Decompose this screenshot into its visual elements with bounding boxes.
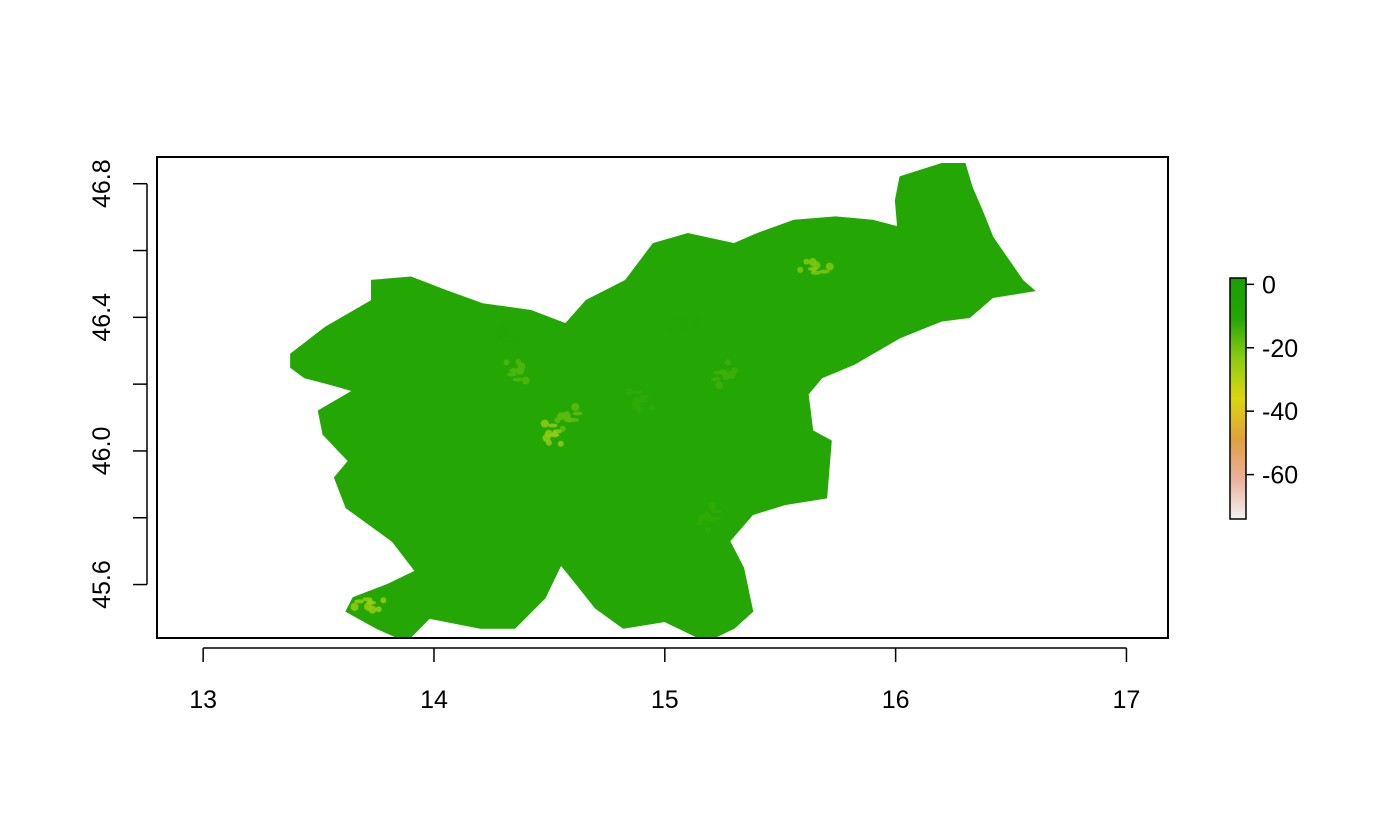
hotspot-cell	[718, 369, 729, 374]
hotspot-cell	[503, 359, 510, 366]
x-tick-label: 17	[1113, 686, 1141, 714]
hotspot-cell	[509, 368, 520, 373]
hotspot-cell	[648, 404, 655, 411]
hotspot-cell	[680, 317, 689, 326]
hotspot-cell	[364, 602, 372, 611]
hotspot-cell	[512, 377, 523, 382]
hotspot-cell	[350, 602, 359, 611]
hotspot-cell	[494, 336, 505, 341]
hotspot-cell	[375, 606, 382, 613]
hotspot-cell	[563, 417, 574, 422]
hotspot-cell	[693, 316, 702, 325]
hotspot-cell	[501, 340, 512, 345]
hotspot-cell	[495, 332, 506, 337]
hotspot-cell	[487, 325, 493, 332]
hotspot-cell	[715, 381, 724, 390]
hotspot-cell	[354, 599, 365, 604]
hotspot-cell	[807, 266, 818, 271]
hotspot-cell	[819, 269, 830, 274]
hotspot-cell	[639, 394, 649, 399]
hotspot-cell	[380, 597, 387, 604]
hotspot-cell	[506, 372, 517, 377]
colorbar-tick-label: -60	[1262, 462, 1298, 490]
hotspot-cell	[632, 397, 641, 406]
hotspot-cell	[366, 600, 377, 605]
colorbar-tick-label: -20	[1262, 335, 1298, 363]
y-tick-label: 46.0	[88, 427, 116, 476]
hotspot-cell	[559, 425, 566, 432]
hotspot-cell	[549, 433, 560, 438]
y-tick-label: 46.8	[88, 159, 116, 208]
hotspot-cell	[681, 327, 692, 332]
hotspot-cell	[705, 517, 716, 522]
hotspot-cell	[702, 511, 711, 520]
hotspot-cell	[572, 411, 583, 416]
hotspot-cell	[676, 324, 687, 329]
hotspot-cell	[540, 419, 549, 428]
hotspot-cell	[557, 440, 564, 447]
hotspot-cell	[554, 417, 561, 424]
hotspot-cell	[516, 366, 525, 375]
hotspot-cell	[708, 502, 717, 511]
hotspot-cell	[731, 367, 738, 374]
hotspot-cell	[547, 423, 558, 428]
hotspot-cell	[637, 399, 648, 403]
hotspot-cell	[362, 597, 373, 602]
colorbar-tick-label: -40	[1262, 398, 1298, 426]
hotspot-cell	[704, 526, 711, 533]
y-tick-label: 46.4	[88, 293, 116, 342]
colorbar-legend: 0 -20 -40 -60	[1229, 271, 1298, 520]
raster-layer	[290, 162, 1036, 638]
x-tick-label: 13	[189, 686, 217, 714]
hotspot-cell	[545, 439, 552, 446]
colorbar-tick-label: 0	[1262, 271, 1276, 299]
hotspot-cell	[667, 326, 674, 333]
x-tick-label: 14	[420, 686, 448, 714]
hotspot-cell	[711, 509, 722, 514]
plot-frame	[156, 156, 1169, 639]
hotspot-cell	[722, 372, 731, 381]
hotspot-cell	[562, 411, 571, 420]
region-raster	[290, 162, 1036, 638]
hotspot-cell	[498, 322, 505, 329]
hotspot-cell	[511, 337, 519, 346]
hotspot-cell	[803, 258, 810, 265]
hotspot-cell	[825, 262, 834, 271]
hotspot-cell	[810, 270, 821, 275]
hotspot-cell	[724, 359, 731, 366]
hotspot-cell	[636, 406, 643, 413]
hotspot-cell	[552, 429, 563, 434]
y-tick-label: 45.6	[88, 560, 116, 609]
x-tick-label: 16	[882, 686, 910, 714]
hotspot-cell	[696, 519, 703, 526]
x-axis: 13 14 15 16 17	[189, 647, 1141, 714]
hotspot-cell	[670, 317, 677, 324]
hotspot-cell	[797, 266, 804, 273]
hotspot-cell	[625, 388, 634, 397]
y-axis: 45.6 46.0 46.4 46.8	[88, 159, 148, 609]
hotspot-cell	[571, 403, 580, 412]
hotspot-cell	[710, 377, 721, 382]
colorbar-ramp	[1229, 277, 1247, 520]
hotspot-cell	[515, 359, 522, 365]
hotspot-cell	[521, 376, 530, 385]
hotspot-cell	[689, 324, 699, 329]
x-tick-label: 15	[651, 686, 679, 714]
hotspot-cell	[632, 390, 643, 395]
